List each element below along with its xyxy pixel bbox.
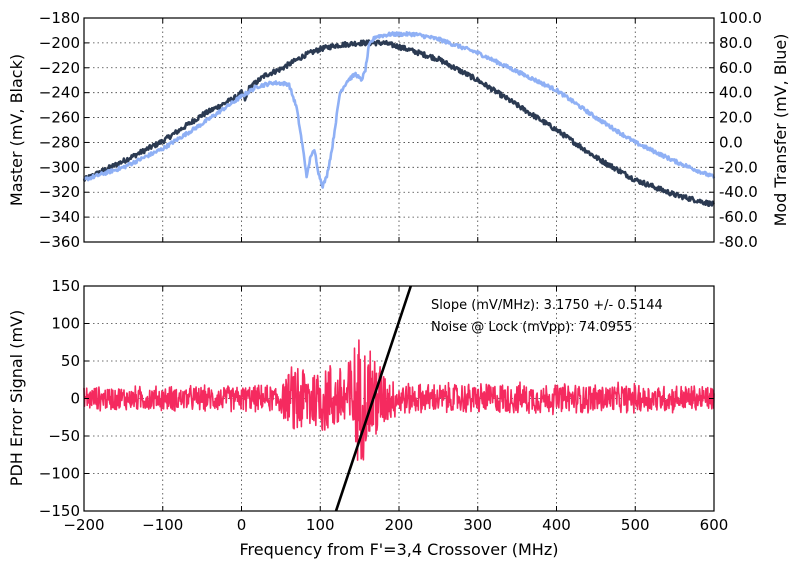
bottom-y-tick-label: 0 xyxy=(70,390,80,408)
bottom-x-tick-label: −200 xyxy=(63,516,104,534)
top-y2-tick-label: 40.0 xyxy=(719,84,752,102)
bottom-x-tick-label: −100 xyxy=(142,516,183,534)
bottom-ticks: −200 −100 0 100 200 300 400 500 600 −150 −100 −50 0 5… xyxy=(39,277,729,534)
master-series-line xyxy=(82,39,715,207)
bottom-x-tick-label: 600 xyxy=(700,516,729,534)
top-y2-tick-label: -20.0 xyxy=(719,158,758,176)
top-y-tick-label: −180 xyxy=(39,9,80,27)
top-y-tick-label: −320 xyxy=(39,183,80,201)
top-y-tick-label: −200 xyxy=(39,34,80,52)
bottom-x-tick-label: 400 xyxy=(542,516,571,534)
top-y2-tick-label: 20.0 xyxy=(719,109,752,127)
top-plot-panel: −360 −340 −320 −300 −280 −260 −240 −220 −200 −180… xyxy=(7,9,790,251)
top-left-y-axis-label: Master (mV, Black) xyxy=(7,54,26,206)
slope-fit-line xyxy=(334,285,413,512)
top-y2-tick-label: 100.0 xyxy=(719,9,762,27)
mod-transfer-series-line xyxy=(82,30,716,189)
top-y2-tick-label: -40.0 xyxy=(719,183,758,201)
bottom-y-tick-label: 150 xyxy=(51,277,80,295)
bottom-y-tick-label: −150 xyxy=(39,502,80,520)
top-y2-tick-label: -80.0 xyxy=(719,233,758,251)
top-grid xyxy=(84,18,714,242)
bottom-x-tick-label: 300 xyxy=(463,516,492,534)
top-y-tick-label: −240 xyxy=(39,84,80,102)
top-right-y-axis-label: Mod Transfer (mV, Blue) xyxy=(771,34,790,227)
bottom-x-tick-label: 100 xyxy=(306,516,335,534)
top-y2-tick-label: 0.0 xyxy=(719,133,743,151)
top-y-tick-label: −360 xyxy=(39,233,80,251)
top-y-tick-label: −280 xyxy=(39,133,80,151)
top-y2-tick-label: 80.0 xyxy=(719,34,752,52)
top-y-tick-label: −260 xyxy=(39,109,80,127)
pdh-error-signal-line xyxy=(83,339,715,461)
top-y-tick-label: −220 xyxy=(39,59,80,77)
bottom-y-tick-label: −100 xyxy=(39,465,80,483)
bottom-y-tick-label: 50 xyxy=(61,352,80,370)
bottom-y-tick-label: 100 xyxy=(51,315,80,333)
bottom-y-axis-label: PDH Error Signal (mV) xyxy=(7,310,26,486)
top-series xyxy=(82,30,716,207)
bottom-plot-panel: −200 −100 0 100 200 300 400 500 600 −150 −100 −50 0 5… xyxy=(7,277,728,559)
bottom-x-tick-label: 500 xyxy=(621,516,650,534)
bottom-series xyxy=(83,285,715,512)
slope-annotation: Slope (mV/MHz): 3.1750 +/- 0.5144 xyxy=(431,298,663,313)
top-y-tick-label: −300 xyxy=(39,158,80,176)
bottom-x-tick-label: 200 xyxy=(385,516,414,534)
bottom-y-tick-label: −50 xyxy=(48,427,80,445)
top-y2-tick-label: -60.0 xyxy=(719,208,758,226)
top-ticks: −360 −340 −320 −300 −280 −260 −240 −220 −200 −180… xyxy=(39,9,762,251)
top-y2-tick-label: 60.0 xyxy=(719,59,752,77)
top-y-tick-label: −340 xyxy=(39,208,80,226)
bottom-x-tick-label: 0 xyxy=(237,516,247,534)
bottom-x-axis-label: Frequency from F'=3,4 Crossover (MHz) xyxy=(240,540,559,559)
noise-annotation: Noise @ Lock (mVpp): 74.0955 xyxy=(431,320,633,335)
